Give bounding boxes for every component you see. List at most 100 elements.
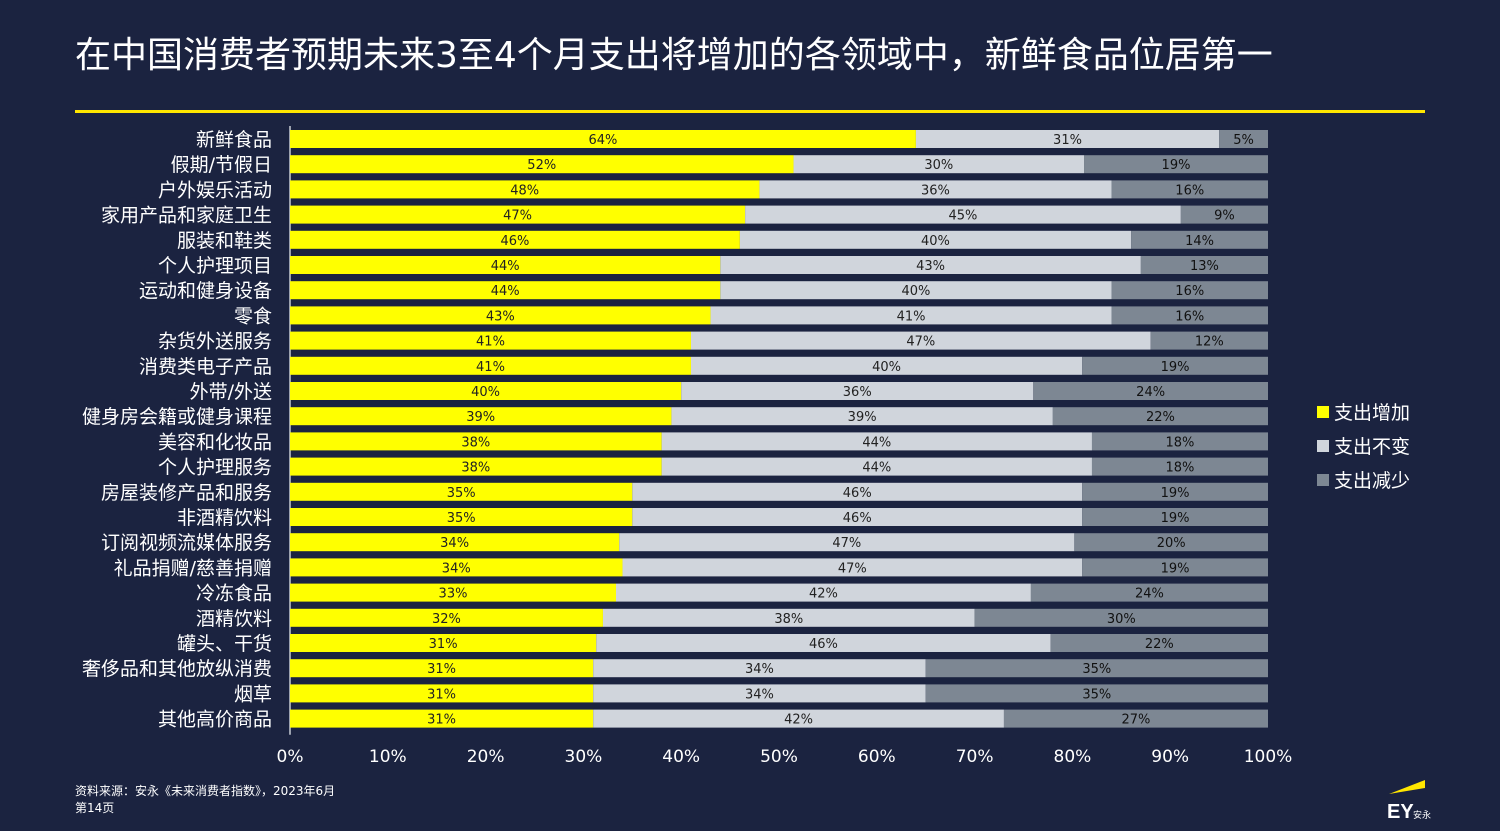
bar-segment bbox=[1030, 583, 1268, 602]
legend-swatch bbox=[1317, 473, 1329, 486]
data-label: 14% bbox=[1185, 234, 1214, 249]
data-label: 24% bbox=[1136, 385, 1165, 400]
bar-segment bbox=[1074, 533, 1268, 552]
bar-segment bbox=[1082, 508, 1268, 526]
bar-segment bbox=[1111, 281, 1268, 300]
legend-swatch bbox=[1317, 405, 1329, 418]
x-tick-label: 50% bbox=[760, 747, 798, 767]
bar-segment bbox=[661, 457, 1092, 476]
data-label: 19% bbox=[1161, 360, 1190, 375]
bar-segment bbox=[290, 558, 623, 577]
x-tick-label: 20% bbox=[467, 747, 505, 767]
bar-segment bbox=[290, 281, 721, 300]
page-number: 第14页 bbox=[75, 801, 115, 815]
bar-segment bbox=[1082, 356, 1268, 375]
bar-segment bbox=[290, 684, 594, 703]
bar-segment bbox=[290, 230, 740, 249]
data-label: 12% bbox=[1195, 335, 1224, 350]
category-label: 外带/外送 bbox=[190, 381, 272, 403]
x-tick-label: 10% bbox=[369, 747, 407, 767]
data-label: 44% bbox=[491, 259, 520, 274]
data-label: 34% bbox=[440, 536, 469, 551]
category-label: 个人护理服务 bbox=[158, 457, 272, 479]
data-label: 16% bbox=[1175, 309, 1204, 324]
title-rule bbox=[75, 110, 1425, 113]
category-label: 杂货外送服务 bbox=[158, 331, 272, 353]
category-label: 非酒精饮料 bbox=[177, 507, 272, 529]
data-label: 27% bbox=[1122, 713, 1151, 728]
bar-segment bbox=[1091, 432, 1268, 451]
data-label: 46% bbox=[809, 637, 838, 652]
data-label: 48% bbox=[510, 183, 539, 198]
bar-segment bbox=[290, 659, 594, 678]
bar-segment bbox=[290, 608, 603, 627]
data-label: 34% bbox=[745, 687, 774, 702]
bar-segment bbox=[1033, 382, 1268, 400]
bar-segment bbox=[290, 205, 746, 224]
bar-segment bbox=[745, 205, 1181, 224]
data-label: 38% bbox=[461, 461, 490, 476]
data-label: 31% bbox=[429, 637, 458, 652]
category-label: 其他高价商品 bbox=[158, 709, 272, 731]
data-label: 30% bbox=[1107, 612, 1136, 627]
data-label: 34% bbox=[745, 662, 774, 677]
bar-segment bbox=[681, 382, 1034, 400]
bar-segment bbox=[619, 533, 1075, 552]
page-title: 在中国消费者预期未来3至4个月支出将增加的各领域中，新鲜食品位居第一 bbox=[75, 35, 1273, 76]
data-label: 9% bbox=[1214, 209, 1235, 224]
category-label: 服装和鞋类 bbox=[177, 230, 272, 252]
category-label: 罐头、干货 bbox=[177, 633, 272, 655]
data-label: 40% bbox=[901, 284, 930, 299]
bar-segment bbox=[690, 331, 1151, 350]
bar-segment bbox=[290, 130, 916, 148]
data-label: 40% bbox=[872, 360, 901, 375]
bar-segment bbox=[290, 356, 691, 375]
data-label: 46% bbox=[843, 486, 872, 501]
svg-text:安永: 安永 bbox=[1413, 809, 1431, 821]
ey-logo: EY 安永 bbox=[1387, 780, 1431, 822]
bar-segment bbox=[593, 709, 1004, 728]
bar-segment bbox=[1050, 634, 1268, 652]
data-label: 38% bbox=[461, 435, 490, 450]
x-tick-label: 30% bbox=[565, 747, 603, 767]
bar-segment bbox=[710, 306, 1112, 325]
data-label: 24% bbox=[1135, 587, 1164, 602]
bar-segment bbox=[596, 634, 1051, 652]
category-label: 房屋装修产品和服务 bbox=[101, 482, 272, 504]
bar-segment bbox=[915, 130, 1220, 148]
bar-segment bbox=[290, 382, 682, 400]
bar-segment bbox=[290, 508, 633, 526]
bar-segment bbox=[925, 659, 1268, 678]
bar-segment bbox=[290, 583, 616, 602]
data-label: 44% bbox=[491, 284, 520, 299]
category-label: 美容和化妆品 bbox=[158, 431, 272, 453]
data-label: 35% bbox=[1082, 687, 1111, 702]
bar-segment bbox=[661, 432, 1092, 451]
x-tick-label: 80% bbox=[1054, 747, 1092, 767]
bar-segment bbox=[974, 608, 1268, 627]
data-label: 43% bbox=[486, 309, 515, 324]
data-label: 36% bbox=[843, 385, 872, 400]
data-label: 16% bbox=[1175, 183, 1204, 198]
stacked-bar-chart: 新鲜食品 64% 31% 5% 假期/节假日 52% 30% 19% 户外娱乐活动 48% 36% 1… bbox=[82, 126, 1292, 767]
bar-segment bbox=[290, 533, 620, 552]
bar-segment bbox=[793, 155, 1085, 174]
bar-segment bbox=[602, 608, 975, 627]
category-label: 酒精饮料 bbox=[196, 608, 272, 630]
bar-segment bbox=[1111, 306, 1268, 325]
bar-segment bbox=[1082, 558, 1268, 577]
bar-segment bbox=[290, 180, 760, 199]
data-label: 42% bbox=[784, 713, 813, 728]
bar-segment bbox=[739, 230, 1132, 249]
bar-segment bbox=[290, 407, 672, 426]
category-label: 零食 bbox=[234, 305, 272, 327]
category-label: 烟草 bbox=[234, 683, 272, 705]
data-label: 30% bbox=[924, 158, 953, 173]
category-label: 冷冻食品 bbox=[196, 583, 272, 605]
x-tick-label: 60% bbox=[858, 747, 896, 767]
bar-segment bbox=[616, 583, 1031, 602]
data-label: 31% bbox=[1053, 133, 1082, 148]
data-label: 44% bbox=[862, 435, 891, 450]
data-label: 36% bbox=[921, 183, 950, 198]
data-label: 31% bbox=[427, 713, 456, 728]
